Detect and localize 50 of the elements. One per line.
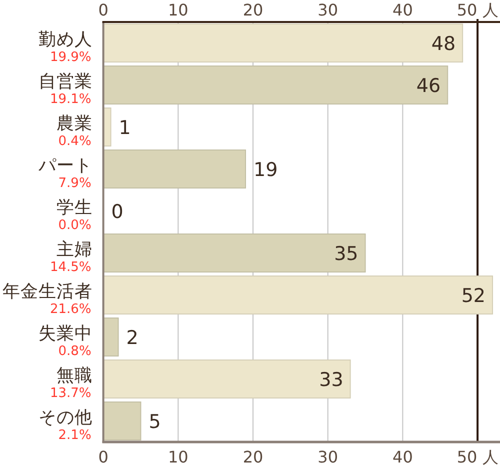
bar xyxy=(102,234,366,272)
bar xyxy=(102,24,464,62)
data-label: 46 xyxy=(416,75,441,97)
x2-tick-label: 30 xyxy=(318,448,338,466)
y-tick-label: その他 xyxy=(38,408,92,428)
bar xyxy=(102,150,246,188)
data-label: 48 xyxy=(431,33,456,55)
text: 19.9% xyxy=(50,50,92,65)
x2-tick-label: 10 xyxy=(168,448,188,466)
x2-tick-label: 40 xyxy=(392,448,413,466)
y-tick-label: パート xyxy=(37,156,92,176)
x2-tick-label: 0 xyxy=(98,448,108,466)
y-tick-label: 農業 xyxy=(56,114,92,134)
text: 7.9% xyxy=(58,176,92,191)
text: 13.7% xyxy=(50,386,92,401)
y-tick-label: 学生 xyxy=(56,198,92,218)
data-label: 2 xyxy=(126,327,138,349)
text: 0.4% xyxy=(58,134,92,149)
y-tick-label: 自営業 xyxy=(38,72,92,92)
x-tick-label: 0 xyxy=(98,0,108,20)
x2-tick-label: 50 人 xyxy=(456,448,498,466)
data-label: 33 xyxy=(319,369,344,391)
text: 19.1% xyxy=(50,92,92,107)
y-tick-label: 年金生活者 xyxy=(2,282,92,302)
bar xyxy=(102,402,142,440)
bar xyxy=(102,276,494,314)
data-label: 19 xyxy=(254,159,278,181)
x-tick-label: 50 人 xyxy=(456,0,498,20)
bar xyxy=(102,360,351,398)
y-tick-label: 無職 xyxy=(56,365,92,386)
x-tick-label: 30 xyxy=(318,0,338,20)
bar xyxy=(102,66,448,104)
data-label: 5 xyxy=(148,411,161,433)
data-label: 0 xyxy=(111,201,124,223)
y-tick-label: 失業中 xyxy=(38,324,92,344)
y-tick-label: 勤め人 xyxy=(38,30,92,50)
x-tick-label: 40 xyxy=(392,0,413,20)
data-label: 52 xyxy=(461,285,486,307)
y-tick-label: 主婦 xyxy=(56,239,92,260)
x-tick-label: 20 xyxy=(242,0,264,20)
x2-tick-label: 20 xyxy=(242,448,264,466)
text: 14.5% xyxy=(50,260,92,275)
data-label: 35 xyxy=(334,243,358,265)
x-tick-label: 10 xyxy=(168,0,188,20)
text: 21.6% xyxy=(50,302,92,317)
bar xyxy=(102,318,119,356)
text: 0.8% xyxy=(58,344,92,359)
text: 2.1% xyxy=(58,428,92,443)
text: 0.0% xyxy=(58,218,92,233)
data-label: 1 xyxy=(118,117,131,139)
